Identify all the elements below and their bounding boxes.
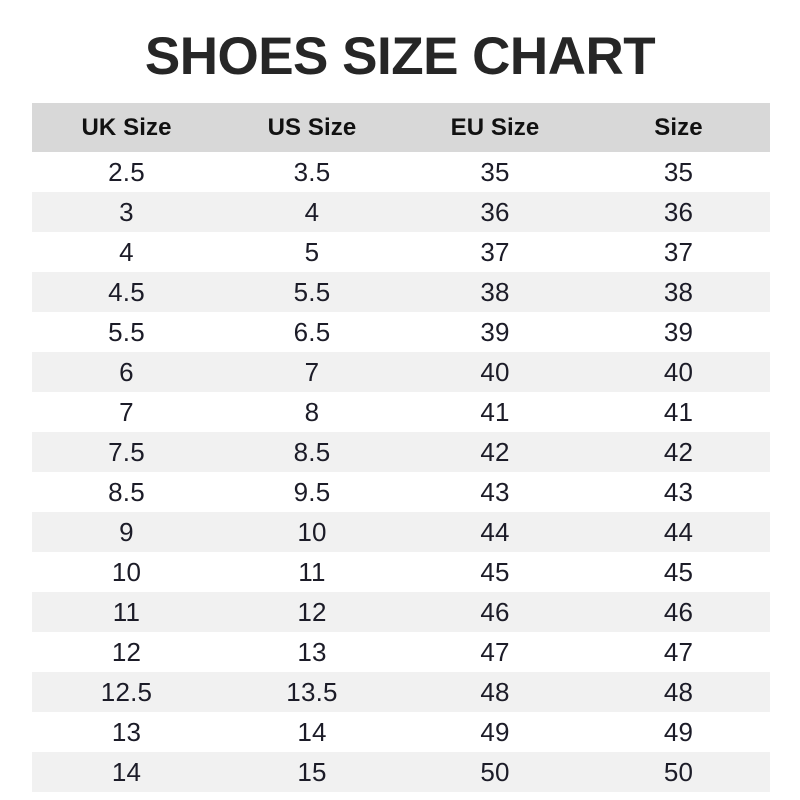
cell-uk-size: 12	[32, 632, 221, 672]
cell-eu-size: 40	[403, 352, 587, 392]
cell-eu-size: 47	[403, 632, 587, 672]
cell-uk-size: 10	[32, 552, 221, 592]
table-row: 3 4 36 36	[32, 192, 770, 232]
cell-size: 42	[587, 432, 770, 472]
table-row: 4.5 5.5 38 38	[32, 272, 770, 312]
cell-us-size: 4	[221, 192, 403, 232]
cell-eu-size: 36	[403, 192, 587, 232]
cell-size: 35	[587, 152, 770, 192]
cell-us-size: 13	[221, 632, 403, 672]
cell-size: 49	[587, 712, 770, 752]
cell-uk-size: 9	[32, 512, 221, 552]
cell-us-size: 8.5	[221, 432, 403, 472]
cell-size: 37	[587, 232, 770, 272]
cell-us-size: 10	[221, 512, 403, 552]
cell-eu-size: 48	[403, 672, 587, 712]
cell-uk-size: 6	[32, 352, 221, 392]
cell-uk-size: 5.5	[32, 312, 221, 352]
cell-size: 48	[587, 672, 770, 712]
table-row: 7 8 41 41	[32, 392, 770, 432]
cell-uk-size: 3	[32, 192, 221, 232]
table-row: 11 12 46 46	[32, 592, 770, 632]
table-row: 5.5 6.5 39 39	[32, 312, 770, 352]
cell-size: 36	[587, 192, 770, 232]
cell-size: 39	[587, 312, 770, 352]
table-body: 2.5 3.5 35 35 3 4 36 36 4 5 37 37	[32, 152, 770, 792]
cell-uk-size: 4	[32, 232, 221, 272]
cell-size: 47	[587, 632, 770, 672]
table-row: 7.5 8.5 42 42	[32, 432, 770, 472]
cell-us-size: 5	[221, 232, 403, 272]
cell-eu-size: 41	[403, 392, 587, 432]
table-row: 14 15 50 50	[32, 752, 770, 792]
table-header: UK Size US Size EU Size Size	[32, 103, 770, 152]
cell-us-size: 11	[221, 552, 403, 592]
cell-eu-size: 38	[403, 272, 587, 312]
cell-size: 46	[587, 592, 770, 632]
cell-uk-size: 4.5	[32, 272, 221, 312]
cell-size: 50	[587, 752, 770, 792]
cell-us-size: 13.5	[221, 672, 403, 712]
cell-uk-size: 8.5	[32, 472, 221, 512]
cell-uk-size: 11	[32, 592, 221, 632]
cell-size: 45	[587, 552, 770, 592]
size-table-container: UK Size US Size EU Size Size 2.5 3.5 35 …	[32, 103, 770, 792]
cell-uk-size: 7	[32, 392, 221, 432]
table-row: 6 7 40 40	[32, 352, 770, 392]
size-table: UK Size US Size EU Size Size 2.5 3.5 35 …	[32, 103, 770, 792]
table-row: 10 11 45 45	[32, 552, 770, 592]
column-header-eu-size: EU Size	[403, 103, 587, 152]
cell-eu-size: 46	[403, 592, 587, 632]
table-row: 12.5 13.5 48 48	[32, 672, 770, 712]
page-title: SHOES SIZE CHART	[144, 27, 656, 86]
cell-eu-size: 44	[403, 512, 587, 552]
cell-eu-size: 39	[403, 312, 587, 352]
table-row: 13 14 49 49	[32, 712, 770, 752]
cell-uk-size: 13	[32, 712, 221, 752]
cell-eu-size: 45	[403, 552, 587, 592]
cell-us-size: 5.5	[221, 272, 403, 312]
cell-eu-size: 37	[403, 232, 587, 272]
cell-us-size: 7	[221, 352, 403, 392]
table-row: 2.5 3.5 35 35	[32, 152, 770, 192]
cell-size: 43	[587, 472, 770, 512]
cell-uk-size: 14	[32, 752, 221, 792]
cell-us-size: 9.5	[221, 472, 403, 512]
column-header-us-size: US Size	[221, 103, 403, 152]
cell-us-size: 15	[221, 752, 403, 792]
cell-eu-size: 35	[403, 152, 587, 192]
cell-size: 41	[587, 392, 770, 432]
cell-size: 44	[587, 512, 770, 552]
cell-eu-size: 42	[403, 432, 587, 472]
cell-uk-size: 12.5	[32, 672, 221, 712]
cell-eu-size: 49	[403, 712, 587, 752]
cell-eu-size: 43	[403, 472, 587, 512]
column-header-uk-size: UK Size	[32, 103, 221, 152]
cell-us-size: 12	[221, 592, 403, 632]
cell-us-size: 6.5	[221, 312, 403, 352]
table-header-row: UK Size US Size EU Size Size	[32, 103, 770, 152]
table-row: 4 5 37 37	[32, 232, 770, 272]
table-row: 9 10 44 44	[32, 512, 770, 552]
cell-us-size: 3.5	[221, 152, 403, 192]
cell-us-size: 14	[221, 712, 403, 752]
column-header-size: Size	[587, 103, 770, 152]
cell-us-size: 8	[221, 392, 403, 432]
cell-uk-size: 2.5	[32, 152, 221, 192]
table-row: 12 13 47 47	[32, 632, 770, 672]
table-row: 8.5 9.5 43 43	[32, 472, 770, 512]
cell-eu-size: 50	[403, 752, 587, 792]
cell-size: 38	[587, 272, 770, 312]
cell-size: 40	[587, 352, 770, 392]
cell-uk-size: 7.5	[32, 432, 221, 472]
